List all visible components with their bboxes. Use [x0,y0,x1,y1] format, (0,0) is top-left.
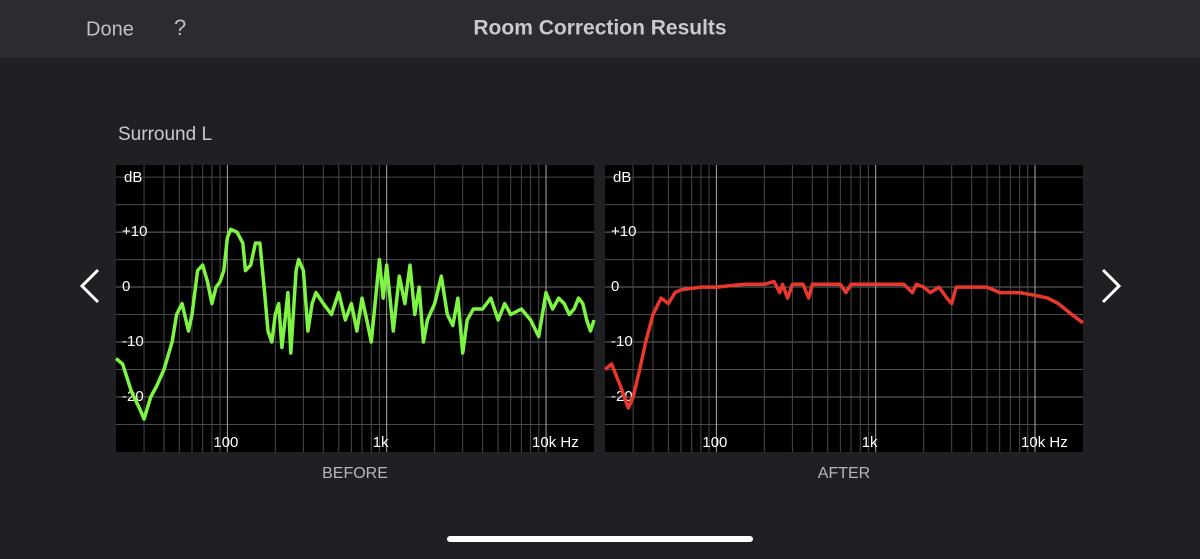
y-tick-label: -10 [611,333,633,350]
plot-area [116,165,594,452]
y-tick-label: 0 [611,278,619,295]
y-tick-label: +10 [611,223,636,240]
header-bar [0,0,1200,58]
x-tick-label: 10k Hz [532,434,579,451]
x-tick-label: 1k [862,434,878,451]
y-axis-label: dB [124,169,142,186]
x-tick-label: 100 [213,434,238,451]
y-tick-label: -10 [122,333,144,350]
x-tick-label: 100 [702,434,727,451]
x-tick-label: 10k Hz [1021,434,1068,451]
x-axis-label: BEFORE [322,465,388,482]
y-tick-label: 0 [122,278,130,295]
done-button[interactable]: Done [86,18,134,40]
plot-area [605,165,1083,452]
header-title: Room Correction Results [473,17,726,40]
y-axis-label: dB [613,169,631,186]
response-line [114,227,596,421]
next-arrow[interactable] [1101,268,1122,304]
section-title: Surround L [118,124,212,145]
home-indicator [447,536,753,542]
x-axis-label: AFTER [818,465,870,482]
x-tick-label: 1k [373,434,389,451]
prev-arrow[interactable] [79,268,100,304]
help-button[interactable]: ? [174,15,186,40]
y-tick-label: +10 [122,223,147,240]
response-line [603,279,1085,410]
